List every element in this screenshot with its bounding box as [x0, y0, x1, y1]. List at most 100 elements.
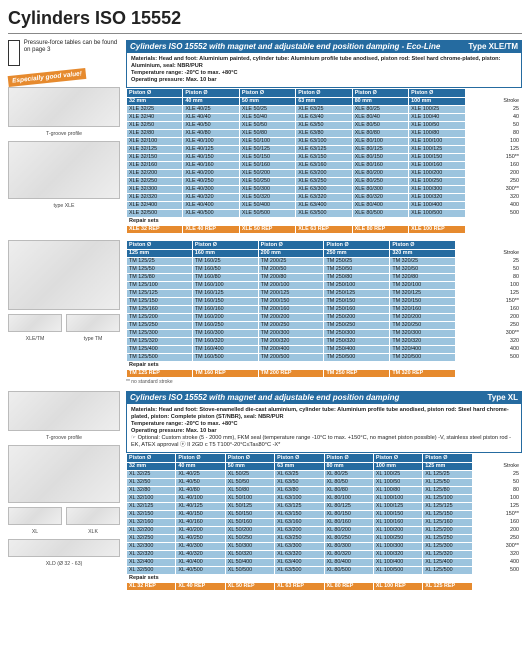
data-cell: 200	[472, 526, 521, 534]
data-cell: TM 250/320	[324, 337, 390, 345]
data-cell: XLE 80/80	[352, 129, 408, 137]
data-cell: XLE 32/320	[127, 193, 183, 201]
data-cell: TM 250/400	[324, 345, 390, 353]
footnote-nostd: ** no standard stroke	[126, 379, 522, 385]
data-cell: XLE 40/300	[183, 185, 239, 193]
size-header: 63 mm	[296, 97, 352, 105]
left-column-xl: T-groove profile XL XLK XLD (Ø 32 - 63)	[8, 391, 120, 591]
data-cell: XL 32/400	[127, 558, 176, 566]
data-cell: XLE 32/50	[127, 121, 183, 129]
data-cell: XLE 80/150	[352, 153, 408, 161]
col-header	[456, 240, 522, 249]
table-tm: Piston ØPiston ØPiston ØPiston ØPiston Ø…	[126, 240, 522, 378]
size-header: 160 mm	[192, 249, 258, 257]
data-cell: XL 32/80	[127, 486, 176, 494]
data-cell: XL 63/50	[275, 478, 324, 486]
data-cell: XLE 50/50	[239, 121, 295, 129]
data-cell: TM 250/125	[324, 289, 390, 297]
data-cell: TM 200/400	[258, 345, 324, 353]
data-cell: XL 50/250	[225, 534, 274, 542]
desc-xl-l2: Operating pressure: Max. 10 bar	[131, 428, 217, 434]
data-cell: XLE 50/200	[239, 169, 295, 177]
data-cell: 400	[472, 558, 521, 566]
data-cell: XL 32/150	[127, 510, 176, 518]
data-cell: XLE 50/400	[239, 201, 295, 209]
data-cell: TM 250/160	[324, 305, 390, 313]
repair-cell: XLE 100 REP	[409, 225, 465, 233]
banner-xle: Cylinders ISO 15552 with magnet and adju…	[126, 40, 522, 53]
data-cell: XLE 40/160	[183, 161, 239, 169]
data-cell: XL 100/100	[373, 494, 422, 502]
data-cell: 250	[456, 321, 522, 329]
col-header	[472, 453, 521, 462]
data-cell: TM 200/25	[258, 257, 324, 265]
data-cell: TM 200/320	[258, 337, 324, 345]
data-cell: XL 80/25	[324, 470, 373, 478]
banner-xl: Cylinders ISO 15552 with magnet and adju…	[126, 391, 522, 404]
data-cell: TM 125/50	[127, 265, 193, 273]
data-cell: 320	[472, 550, 521, 558]
data-cell: 25	[456, 257, 522, 265]
caption-type-tm: type TM	[66, 336, 120, 342]
col-header: Piston Ø	[176, 453, 225, 462]
data-cell: XLE 50/150	[239, 153, 295, 161]
data-cell: TM 125/125	[127, 289, 193, 297]
size-header: Stroke	[465, 97, 521, 105]
data-cell: 200	[465, 169, 521, 177]
size-header: 40 mm	[183, 97, 239, 105]
caption-xl: XL	[8, 529, 62, 535]
data-cell: TM 200/300	[258, 329, 324, 337]
data-cell: 160	[465, 161, 521, 169]
repair-cell: XLE 40 REP	[183, 225, 239, 233]
data-cell: XL 100/300	[373, 542, 422, 550]
data-cell: XL 40/80	[176, 486, 225, 494]
data-cell: XL 50/320	[225, 550, 274, 558]
data-cell: XL 80/200	[324, 526, 373, 534]
data-cell: XLE 100/125	[409, 145, 465, 153]
data-cell: TM 320/320	[390, 337, 456, 345]
data-cell: XL 63/25	[275, 470, 324, 478]
caption-type-xle: type XLE	[8, 203, 120, 209]
data-cell: XLE 63/400	[296, 201, 352, 209]
data-cell: XL 100/500	[373, 566, 422, 574]
size-header: 200 mm	[258, 249, 324, 257]
data-cell: TM 125/25	[127, 257, 193, 265]
data-cell: TM 250/200	[324, 313, 390, 321]
data-cell: XLE 63/200	[296, 169, 352, 177]
data-cell: XL 63/150	[275, 510, 324, 518]
data-cell: XL 125/320	[423, 550, 472, 558]
data-cell: TM 200/150	[258, 297, 324, 305]
data-cell: XL 50/100	[225, 494, 274, 502]
size-header: 50 mm	[225, 462, 274, 470]
data-cell: 250	[472, 534, 521, 542]
data-cell: XLE 40/50	[183, 121, 239, 129]
data-cell: XL 125/50	[423, 478, 472, 486]
col-header: Piston Ø	[127, 453, 176, 462]
right-column-xl: Cylinders ISO 15552 with magnet and adju…	[126, 391, 522, 591]
repair-cell: XLE 32 REP	[127, 225, 183, 233]
data-cell: 25	[472, 470, 521, 478]
data-cell: TM 160/50	[192, 265, 258, 273]
data-cell: TM 200/50	[258, 265, 324, 273]
right-column-tm: Piston ØPiston ØPiston ØPiston ØPiston Ø…	[126, 240, 522, 385]
data-cell: XL 32/250	[127, 534, 176, 542]
repair-label: Repair sets	[127, 217, 522, 225]
data-cell: TM 200/200	[258, 313, 324, 321]
data-cell: 500	[456, 353, 522, 361]
data-cell: XLE 100/500	[409, 209, 465, 217]
data-cell: XLE 50/160	[239, 161, 295, 169]
data-cell: XLE 63/300	[296, 185, 352, 193]
data-cell: TM 250/100	[324, 281, 390, 289]
data-cell: TM 320/50	[390, 265, 456, 273]
data-cell: XL 63/320	[275, 550, 324, 558]
col-header: Piston Ø	[225, 453, 274, 462]
caption-xle-tm: XLE/TM	[8, 336, 62, 342]
data-cell: XLE 80/200	[352, 169, 408, 177]
data-cell: XLE 63/80	[296, 129, 352, 137]
data-cell: XLE 40/320	[183, 193, 239, 201]
data-cell: XLE 50/80	[239, 129, 295, 137]
data-cell: XLE 32/25	[127, 105, 183, 113]
repair-cell: XL 50 REP	[225, 582, 274, 590]
image-type-tm	[8, 240, 120, 310]
caption-xld: XLD (Ø 32 - 63)	[8, 561, 120, 567]
